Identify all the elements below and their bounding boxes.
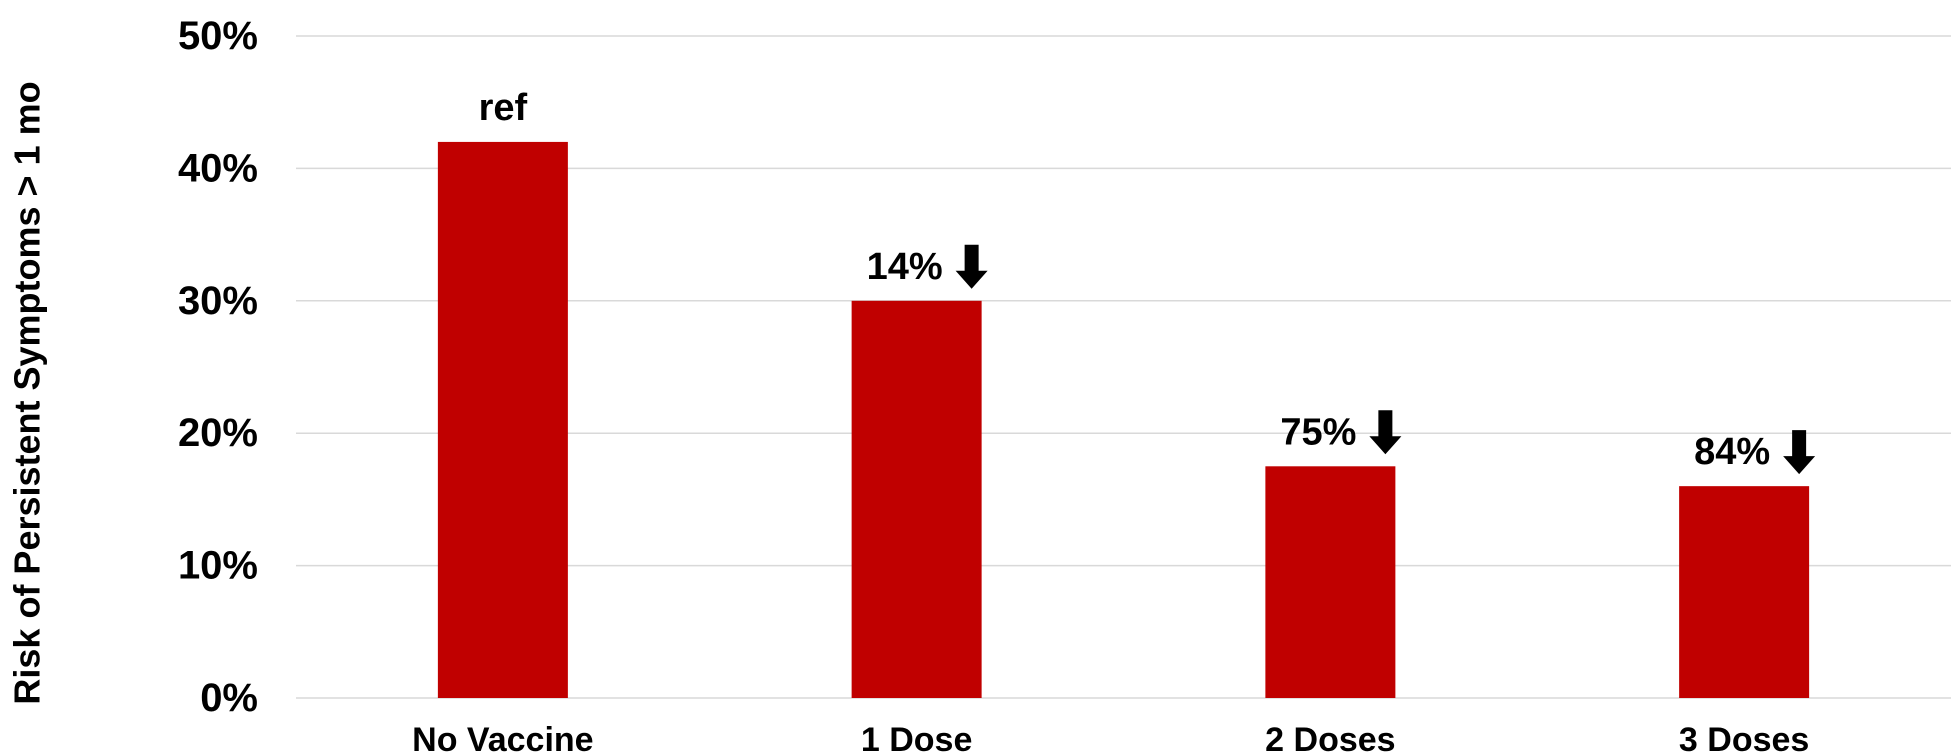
y-axis-ticks: 0% 10% 20% 30% 40% 50% [178,14,258,720]
bar [851,300,982,698]
bar-data-label: ref [479,87,528,129]
x-axis-labels: No Vaccine 1 Dose 2 Doses 3 Doses [412,721,1809,756]
bar-label-group: 84% [1694,430,1816,475]
x-tick-label: No Vaccine [412,721,593,756]
y-tick-label: 20% [178,411,258,455]
down-arrow-icon [1783,430,1816,475]
bar-data-label: 14% [867,246,943,288]
bar-data-label: 84% [1694,431,1770,473]
y-tick-label: 10% [178,544,258,588]
x-tick-label: 3 Doses [1679,721,1809,756]
y-tick-label: 0% [200,676,258,720]
y-tick-label: 50% [178,14,258,58]
x-tick-label: 2 Doses [1265,721,1395,756]
bar-label-group: 75% [1280,410,1402,455]
y-tick-label: 40% [178,146,258,190]
bar-label-group: ref [479,87,528,129]
bars [437,141,1810,699]
gridlines [296,35,1951,699]
bar [1265,466,1396,698]
y-tick-label: 30% [178,279,258,323]
bar-label-group: 14% [867,244,988,289]
x-tick-label: 1 Dose [861,721,973,756]
y-axis-title: Risk of Persistent Symptoms > 1 mo [7,81,48,704]
bar [1679,486,1810,698]
bar-data-label: 75% [1280,411,1356,453]
down-arrow-icon [955,244,988,289]
bar-labels: ref 14% 75% 84% [479,87,1816,475]
bar [437,141,568,699]
down-arrow-icon [1369,410,1402,455]
